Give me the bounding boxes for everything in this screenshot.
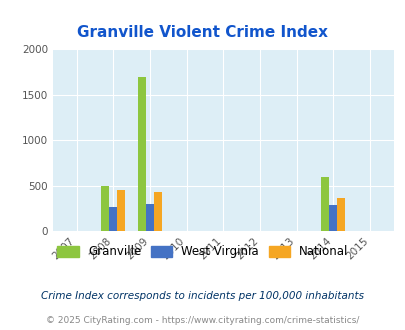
Legend: Granville, West Virginia, National: Granville, West Virginia, National	[53, 241, 352, 263]
Bar	[320, 178, 328, 231]
Bar	[153, 192, 162, 231]
Bar	[109, 207, 117, 231]
Text: Granville Violent Crime Index: Granville Violent Crime Index	[77, 25, 328, 40]
Bar	[101, 185, 109, 231]
Text: © 2025 CityRating.com - https://www.cityrating.com/crime-statistics/: © 2025 CityRating.com - https://www.city…	[46, 316, 359, 325]
Bar	[117, 190, 125, 231]
Bar	[145, 204, 153, 231]
Bar	[328, 205, 337, 231]
Bar	[337, 198, 345, 231]
Bar	[138, 77, 145, 231]
Text: Crime Index corresponds to incidents per 100,000 inhabitants: Crime Index corresponds to incidents per…	[41, 291, 364, 301]
